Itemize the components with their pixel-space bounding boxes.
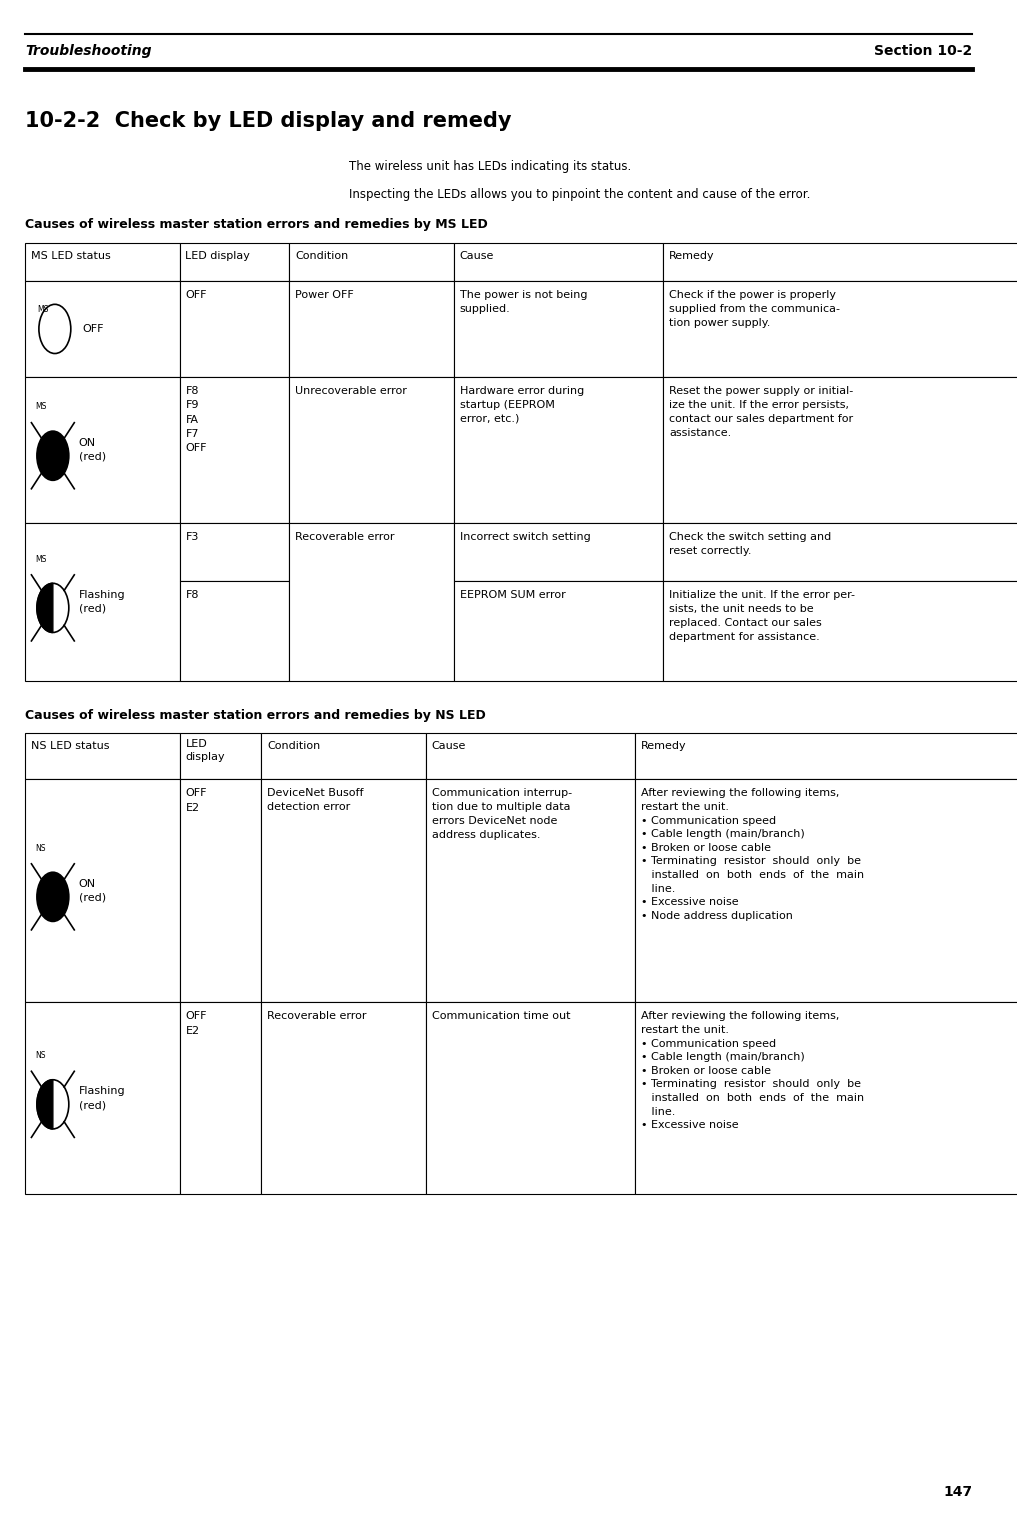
Bar	[25, 1002, 180, 1194]
Text: ON
(red): ON (red)	[78, 879, 106, 902]
Text: Communication time out: Communication time out	[432, 1011, 571, 1022]
Polygon shape	[37, 1081, 53, 1130]
Text: Remedy: Remedy	[642, 741, 686, 752]
Text: ON
(red): ON (red)	[78, 438, 106, 461]
Text: Flashing
(red): Flashing (red)	[78, 590, 125, 613]
Text: After reviewing the following items,
restart the unit.
• Communication speed
• C: After reviewing the following items, res…	[642, 788, 864, 921]
Text: NS: NS	[36, 844, 46, 853]
Bar	[25, 243, 180, 281]
Text: Power OFF: Power OFF	[295, 290, 354, 301]
Text: LED
display: LED display	[185, 739, 225, 762]
Bar	[25, 377, 180, 523]
Text: MS: MS	[36, 403, 47, 412]
Bar	[261, 1002, 426, 1194]
Text: Troubleshooting: Troubleshooting	[25, 45, 152, 58]
Text: Condition: Condition	[295, 251, 349, 261]
Text: Recoverable error: Recoverable error	[267, 1011, 367, 1022]
Text: Initialize the unit. If the error per-
sists, the unit needs to be
replaced. Con: Initialize the unit. If the error per- s…	[669, 590, 855, 642]
Bar	[663, 281, 1017, 377]
Text: F8
F9
FA
F7
OFF: F8 F9 FA F7 OFF	[185, 386, 207, 453]
Bar	[289, 377, 454, 523]
Bar	[180, 779, 261, 1002]
Text: Check if the power is properly
supplied from the communica-
tion power supply.: Check if the power is properly supplied …	[669, 290, 840, 329]
Text: OFF
E2: OFF E2	[185, 788, 207, 813]
Text: MS LED status: MS LED status	[31, 251, 111, 261]
Text: NS LED status: NS LED status	[31, 741, 110, 752]
Bar	[454, 581, 663, 681]
Bar	[289, 243, 454, 281]
Text: Communication interrup-
tion due to multiple data
errors DeviceNet node
address : Communication interrup- tion due to mult…	[432, 788, 572, 841]
Text: OFF: OFF	[185, 290, 207, 301]
Text: Incorrect switch setting: Incorrect switch setting	[460, 532, 591, 543]
Bar	[426, 733, 636, 779]
Bar	[25, 733, 180, 779]
Bar	[663, 243, 1017, 281]
Bar	[426, 1002, 636, 1194]
Bar	[636, 779, 1017, 1002]
Bar	[180, 733, 261, 779]
Bar	[663, 377, 1017, 523]
Bar	[180, 243, 289, 281]
Text: MS: MS	[38, 306, 49, 314]
Text: Hardware error during
startup (EEPROM
error, etc.): Hardware error during startup (EEPROM er…	[460, 386, 584, 424]
Bar	[261, 779, 426, 1002]
Text: Causes of wireless master station errors and remedies by MS LED: Causes of wireless master station errors…	[25, 218, 488, 231]
Text: OFF: OFF	[82, 324, 105, 334]
Bar	[663, 523, 1017, 581]
Bar	[25, 779, 180, 1002]
Bar	[289, 523, 454, 681]
Circle shape	[37, 430, 69, 481]
Text: 147: 147	[943, 1485, 972, 1499]
Text: LED display: LED display	[185, 251, 250, 261]
Text: The wireless unit has LEDs indicating its status.: The wireless unit has LEDs indicating it…	[349, 160, 632, 172]
Text: Recoverable error: Recoverable error	[295, 532, 395, 543]
Bar	[25, 281, 180, 377]
Bar	[454, 243, 663, 281]
Text: Remedy: Remedy	[669, 251, 715, 261]
Text: After reviewing the following items,
restart the unit.
• Communication speed
• C: After reviewing the following items, res…	[642, 1011, 864, 1130]
Text: OFF
E2: OFF E2	[185, 1011, 207, 1036]
Bar	[663, 581, 1017, 681]
Bar	[180, 281, 289, 377]
Bar	[180, 523, 289, 581]
Text: Causes of wireless master station errors and remedies by NS LED: Causes of wireless master station errors…	[25, 709, 486, 721]
Text: F3: F3	[185, 532, 199, 543]
Text: Reset the power supply or initial-
ize the unit. If the error persists,
contact : Reset the power supply or initial- ize t…	[669, 386, 853, 438]
Text: EEPROM SUM error: EEPROM SUM error	[460, 590, 565, 601]
Text: Unrecoverable error: Unrecoverable error	[295, 386, 407, 397]
Bar	[454, 523, 663, 581]
Bar	[289, 281, 454, 377]
Bar	[261, 733, 426, 779]
Bar	[180, 1002, 261, 1194]
Bar	[454, 281, 663, 377]
Text: DeviceNet Busoff
detection error: DeviceNet Busoff detection error	[267, 788, 364, 813]
Text: MS: MS	[36, 555, 47, 564]
Text: Cause: Cause	[460, 251, 494, 261]
Text: NS: NS	[36, 1051, 46, 1061]
Circle shape	[37, 873, 69, 922]
Bar	[180, 581, 289, 681]
Bar	[180, 377, 289, 523]
Bar	[454, 377, 663, 523]
Bar	[636, 1002, 1017, 1194]
Bar	[25, 523, 180, 681]
Text: Cause: Cause	[432, 741, 466, 752]
Text: F8: F8	[185, 590, 199, 601]
Text: Condition: Condition	[267, 741, 320, 752]
Polygon shape	[37, 583, 53, 633]
Text: Inspecting the LEDs allows you to pinpoint the content and cause of the error.: Inspecting the LEDs allows you to pinpoi…	[349, 188, 811, 200]
Text: 10-2-2  Check by LED display and remedy: 10-2-2 Check by LED display and remedy	[25, 111, 512, 131]
Bar	[636, 733, 1017, 779]
Text: Section 10-2: Section 10-2	[875, 45, 972, 58]
Text: The power is not being
supplied.: The power is not being supplied.	[460, 290, 587, 315]
Bar	[426, 779, 636, 1002]
Text: Check the switch setting and
reset correctly.: Check the switch setting and reset corre…	[669, 532, 832, 556]
Text: Flashing
(red): Flashing (red)	[78, 1087, 125, 1110]
